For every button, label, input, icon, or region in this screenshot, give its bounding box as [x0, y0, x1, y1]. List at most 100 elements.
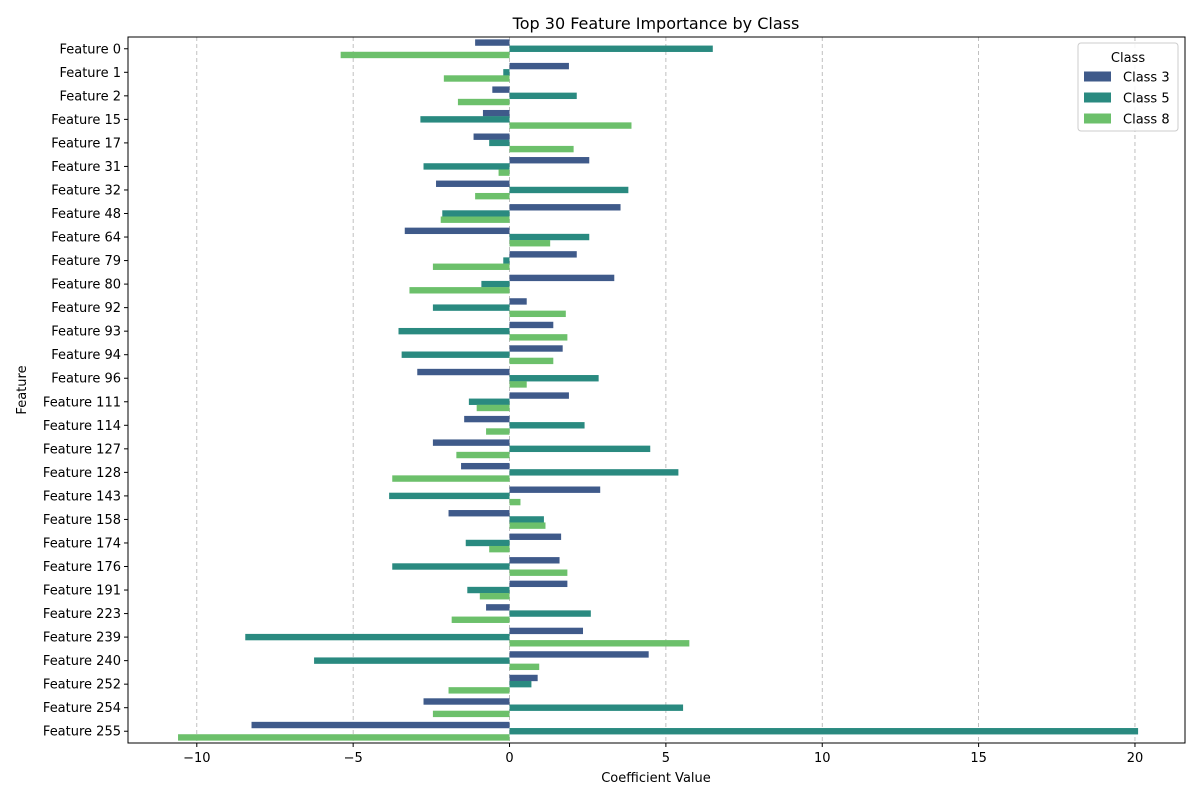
bar-class-3	[417, 368, 510, 376]
bar-class-8	[432, 710, 510, 718]
y-tick-label: Feature 176	[43, 560, 121, 575]
bar-class-5	[245, 633, 510, 641]
y-tick-label: Feature 114	[43, 419, 121, 434]
bar-class-5	[509, 45, 713, 52]
y-tick-label: Feature 174	[43, 536, 121, 551]
bar-class-5	[509, 186, 629, 194]
bar-class-8	[509, 569, 568, 576]
bar-class-5	[467, 586, 510, 594]
y-tick-label: Feature 143	[43, 489, 121, 504]
bar-class-8	[475, 192, 510, 200]
bar-class-5	[509, 610, 591, 617]
y-tick-label: Feature 64	[51, 231, 121, 246]
y-tick-label: Feature 80	[51, 278, 121, 293]
legend-title: Class	[1111, 51, 1145, 66]
bar-class-5	[442, 210, 510, 217]
bar-class-3	[432, 439, 510, 446]
bar-class-5	[509, 422, 585, 429]
bar-class-3	[509, 204, 621, 211]
bar-class-5	[509, 375, 599, 382]
x-tick-label: −5	[344, 751, 363, 766]
bar-class-8	[479, 593, 510, 600]
chart-title: Top 30 Feature Importance by Class	[512, 14, 800, 33]
y-tick-label: Feature 127	[43, 442, 121, 457]
y-tick-label: Feature 255	[43, 725, 121, 740]
bar-class-3	[509, 62, 569, 70]
bar-class-3	[509, 298, 527, 305]
bar-class-3	[448, 510, 510, 517]
grid-layer	[196, 37, 1136, 743]
bar-class-8	[340, 51, 510, 59]
x-tick-label: −10	[183, 751, 210, 766]
x-tick-label: 20	[1127, 751, 1144, 766]
legend-swatch	[1084, 92, 1111, 103]
bar-class-3	[509, 321, 554, 329]
y-tick-label: Feature 0	[59, 42, 121, 57]
y-tick-label: Feature 79	[51, 254, 121, 269]
bar-class-5	[503, 257, 510, 264]
y-tick-label: Feature 48	[51, 207, 121, 222]
y-tick-label: Feature 15	[51, 113, 121, 128]
y-tick-label: Feature 93	[51, 325, 121, 340]
bar-class-3	[404, 227, 510, 235]
bar-class-5	[392, 563, 510, 570]
bar-class-8	[509, 381, 527, 388]
legend-label: Class 3	[1123, 71, 1170, 86]
bar-class-8	[509, 522, 546, 529]
bar-class-3	[436, 180, 510, 187]
bar-class-5	[398, 327, 510, 335]
bar-class-3	[509, 486, 601, 493]
bar-class-3	[251, 721, 510, 729]
bar-class-3	[509, 651, 649, 658]
bar-class-8	[448, 687, 510, 694]
bar-class-5	[481, 280, 510, 288]
plot-frame	[127, 36, 1186, 744]
x-axis-title: Coefficient Value	[601, 771, 711, 786]
legend-swatch	[1084, 71, 1111, 82]
bar-class-3	[509, 274, 615, 282]
bar-class-8	[509, 357, 554, 365]
y-tick-label: Feature 223	[43, 607, 121, 622]
legend-box	[1077, 42, 1179, 132]
y-tick-label: Feature 252	[43, 678, 121, 693]
bar-class-5	[503, 69, 510, 76]
legend-swatch	[1084, 113, 1111, 124]
bar-class-8	[509, 240, 551, 247]
y-tick-label: Feature 1	[59, 66, 121, 81]
y-tick-label: Feature 2	[59, 89, 121, 104]
y-tick-label: Feature 254	[43, 701, 121, 716]
x-tick-label: 5	[662, 751, 670, 766]
bar-class-3	[461, 462, 510, 470]
legend-items: Class 3 Class 5 Class 8	[1084, 71, 1170, 128]
bar-class-8	[440, 216, 510, 223]
legend: Class Class 3 Class 5 Class 8	[1077, 42, 1179, 132]
legend-label: Class 8	[1123, 113, 1170, 128]
bar-class-8	[476, 404, 510, 412]
bars-layer	[178, 39, 1139, 741]
x-tick-label: 15	[970, 751, 987, 766]
bar-class-8	[409, 287, 510, 294]
bar-class-8	[509, 663, 540, 671]
x-tick-layer: −10 −5 0 5 10 15 20	[183, 743, 1143, 766]
bar-class-5	[509, 445, 651, 453]
bar-class-8	[392, 475, 510, 482]
bar-class-3	[423, 698, 510, 705]
bar-class-3	[509, 251, 577, 258]
bar-class-8	[451, 616, 510, 623]
bar-class-5	[468, 398, 510, 405]
bar-class-5	[432, 304, 510, 311]
bar-class-3	[509, 345, 563, 352]
bar-class-8	[509, 122, 632, 129]
y-tick-label: Feature 191	[43, 584, 121, 599]
y-tick-label: Feature 111	[43, 395, 121, 410]
y-tick-label: Feature 96	[51, 372, 121, 387]
bar-class-5	[509, 92, 577, 100]
bar-class-3	[486, 604, 510, 611]
y-tick-label: Feature 240	[43, 654, 121, 669]
bar-class-8	[509, 310, 566, 318]
bar-class-8	[486, 428, 510, 435]
x-tick-label: 0	[505, 751, 513, 766]
y-tick-label: Feature 128	[43, 466, 121, 481]
bar-class-3	[475, 39, 510, 46]
